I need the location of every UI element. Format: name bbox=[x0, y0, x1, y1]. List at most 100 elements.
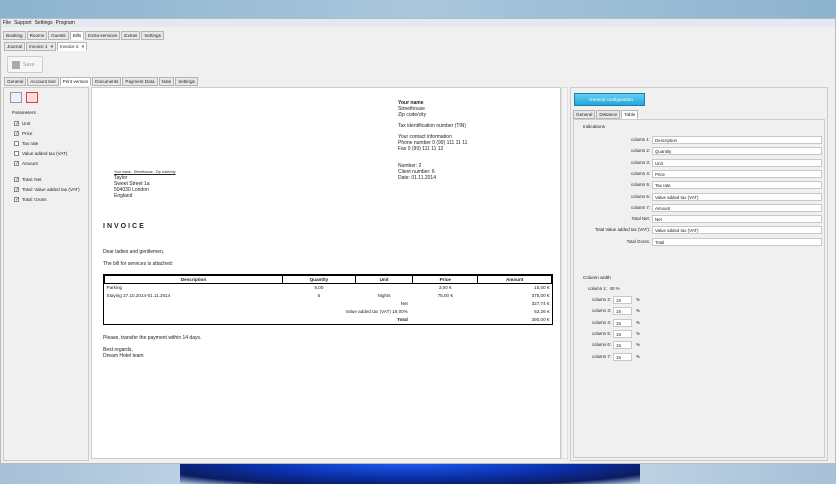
tab-config-table[interactable]: Table bbox=[621, 110, 639, 119]
total-row-gross: Total 390,00 € bbox=[105, 316, 552, 324]
unit: % bbox=[615, 286, 620, 291]
recipient-block: Your name - Streethouse - Zip code/city … bbox=[114, 170, 176, 199]
check-icon: ✓ bbox=[14, 130, 20, 137]
save-button[interactable]: Save bbox=[7, 56, 43, 73]
menu-settings[interactable]: Settings bbox=[34, 20, 53, 26]
width-input[interactable]: 15 bbox=[613, 296, 632, 304]
invoice-title: INVOICE bbox=[103, 223, 146, 230]
recipient-line: 504030 London bbox=[114, 187, 149, 193]
desktop-wallpaper-bloom bbox=[180, 463, 640, 484]
tab-label: Invoice 1 bbox=[29, 44, 48, 49]
menu-support[interactable]: Support bbox=[14, 20, 32, 26]
width-label: column 2: bbox=[591, 297, 611, 302]
tab-rooms[interactable]: Rooms bbox=[26, 31, 48, 40]
tab-account-text[interactable]: Account text bbox=[27, 77, 59, 86]
tab-bills[interactable]: Bills bbox=[69, 31, 85, 40]
tab-invoice-2[interactable]: Invoice 2 × bbox=[57, 42, 88, 51]
tab-note[interactable]: Note bbox=[158, 77, 175, 86]
tab-extra-services[interactable]: Extra-services bbox=[85, 31, 121, 40]
pdf-icon[interactable] bbox=[26, 92, 38, 103]
tab-invoice-1[interactable]: Invoice 1 × bbox=[26, 42, 57, 51]
indication-input[interactable]: Tax rate bbox=[652, 181, 822, 190]
indication-input[interactable]: Quantity bbox=[652, 147, 822, 156]
indication-input[interactable]: Description bbox=[652, 136, 822, 144]
indication-label: column 4: bbox=[630, 170, 650, 176]
recipient-line: England bbox=[114, 193, 133, 199]
indication-input[interactable]: Value added tax (VAT) bbox=[652, 192, 822, 201]
tab-settings[interactable]: Settings bbox=[141, 31, 164, 40]
parameter-list: ✓ Unit ✓ Price Tax rate Value added tax (V… bbox=[4, 118, 88, 204]
total-row-net: Net 327,74 € bbox=[105, 300, 552, 308]
tab-config-distance[interactable]: Distance bbox=[596, 110, 621, 119]
checkbox-label: Amount bbox=[22, 160, 38, 166]
column-header: Amount bbox=[477, 275, 552, 284]
client-number: Client number: 6 bbox=[398, 169, 435, 175]
sender-name: Your name bbox=[398, 100, 424, 106]
close-icon[interactable]: × bbox=[50, 44, 54, 49]
tab-print-version[interactable]: Print version bbox=[59, 77, 92, 86]
indication-input[interactable]: Unit bbox=[652, 158, 822, 167]
close-icon[interactable]: × bbox=[81, 44, 85, 49]
table-settings: Indications column 1: Description column 2… bbox=[573, 119, 825, 458]
general-configuration-button[interactable]: General configuration bbox=[574, 93, 645, 106]
preview-scrollbar[interactable] bbox=[561, 87, 568, 459]
width-input[interactable]: 15 bbox=[613, 318, 632, 327]
width-input[interactable]: 15 bbox=[613, 329, 632, 338]
indication-input[interactable]: Amount bbox=[652, 203, 822, 212]
sender-street: Streethouse bbox=[398, 106, 425, 112]
indication-label: Total Net: bbox=[631, 216, 650, 222]
save-icon bbox=[12, 60, 20, 69]
payment-note: Please, transfer the payment within 14 d… bbox=[103, 335, 202, 341]
width-input[interactable]: 15 bbox=[613, 307, 632, 316]
checkbox-tax-rate[interactable]: Tax rate bbox=[4, 138, 88, 148]
column-width-title: Column width bbox=[583, 275, 611, 280]
tab-journal[interactable]: Journal bbox=[4, 42, 26, 51]
checkbox-total-gross[interactable]: ✓ Total: Gross bbox=[4, 194, 88, 204]
config-tabs: General Distance Table bbox=[573, 110, 639, 119]
indication-input[interactable]: Total bbox=[652, 237, 822, 246]
indication-label: Total Gross: bbox=[626, 238, 650, 244]
checkbox-label: Price bbox=[22, 130, 33, 136]
indication-input[interactable]: Net bbox=[652, 215, 822, 224]
tab-general[interactable]: General bbox=[4, 77, 27, 86]
regards: Best regards, bbox=[103, 347, 133, 353]
width-input[interactable]: 15 bbox=[613, 341, 632, 350]
menu-program[interactable]: Program bbox=[55, 20, 75, 26]
checkbox-vat[interactable]: Value added tax (VAT) bbox=[4, 148, 88, 158]
cell: 75,00 € bbox=[437, 293, 453, 298]
invoice-table: Description Quantity Unit Price Amount P… bbox=[103, 274, 553, 325]
document-tabs: Journal Invoice 1 × Invoice 2 × bbox=[4, 42, 88, 51]
indication-input[interactable]: Price bbox=[652, 169, 822, 178]
tab-settings-inner[interactable]: Settings bbox=[175, 77, 198, 86]
indication-label: column 6: bbox=[630, 193, 650, 199]
tab-booking[interactable]: Booking bbox=[3, 31, 26, 40]
checkbox-price[interactable]: ✓ Price bbox=[4, 128, 88, 138]
width-input[interactable]: 15 bbox=[613, 352, 632, 361]
image-icon[interactable] bbox=[10, 92, 22, 103]
checkbox-total-net[interactable]: ✓ Total: Net bbox=[4, 174, 88, 184]
checkbox-total-vat[interactable]: ✓ Total: Value added tax (VAT) bbox=[4, 184, 88, 194]
table-header: Description Quantity Unit Price Amount bbox=[104, 275, 552, 284]
invoice-preview: Your name Streethouse Zip code/city Tax … bbox=[91, 87, 561, 459]
app-window: File Support Settings Program Booking Rooms… bbox=[0, 18, 836, 464]
check-icon: ✓ bbox=[14, 196, 20, 203]
menu-file[interactable]: File bbox=[3, 20, 12, 26]
indication-input[interactable]: Value added tax (VAT) bbox=[652, 226, 822, 235]
checkbox-unit[interactable]: ✓ Unit bbox=[4, 118, 88, 128]
tab-extras[interactable]: Extras bbox=[121, 31, 141, 40]
cell: Parking bbox=[106, 285, 123, 291]
indication-label: column 2: bbox=[630, 148, 650, 154]
tab-payment-data[interactable]: Payment Data bbox=[122, 77, 158, 86]
checkbox-label: Total: Gross bbox=[22, 196, 47, 202]
tab-config-general[interactable]: General bbox=[573, 110, 596, 119]
checkbox-amount[interactable]: ✓ Amount bbox=[4, 158, 88, 168]
label: column 1: bbox=[588, 286, 608, 291]
tab-guests[interactable]: Guests bbox=[48, 31, 69, 40]
total-value: 390,00 € bbox=[531, 317, 550, 322]
total-label: Net bbox=[400, 301, 408, 306]
column-header: Description bbox=[104, 275, 283, 284]
cell: Staying 27.10.2014-01.11.2014 bbox=[106, 293, 171, 298]
greeting: Dear ladies and gentlemen, bbox=[103, 249, 165, 255]
tab-documents[interactable]: Documents bbox=[92, 77, 122, 86]
width-label: column 6: bbox=[591, 342, 611, 348]
